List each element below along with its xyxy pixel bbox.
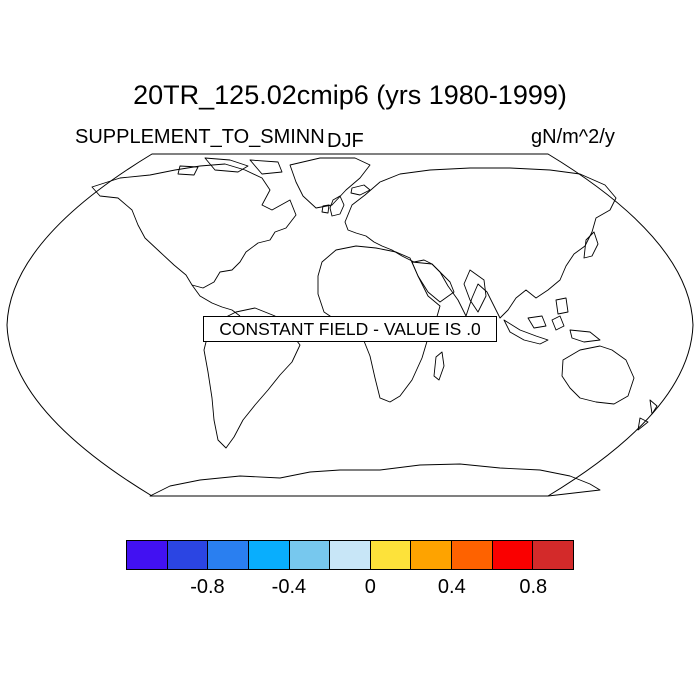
coastline-australia [561,345,635,405]
coastline-japan [583,231,599,259]
colorbar-swatch [248,541,290,569]
colorbar-tick-label: -0.8 [190,576,225,598]
colorbar-swatch [411,541,453,569]
colorbar-swatch [167,541,209,569]
units-label: gN/m^2/y [531,126,615,148]
coastline-madagascar [433,351,445,381]
season-label: DJF [327,130,364,152]
constant-field-notice: CONSTANT FIELD - VALUE IS .0 [203,316,497,342]
coastline-eurasia [344,167,617,319]
colorbar-swatch [492,541,534,569]
coastline-india [463,269,487,313]
colorbar-swatch [533,541,574,569]
colorbar [126,540,574,570]
coastline-antarctica [149,463,601,497]
coastline-uk [321,195,345,217]
colorbar-swatch [289,541,331,569]
colorbar-tick-label: 0.4 [437,576,466,598]
colorbar-tick-label: 0.8 [519,576,548,598]
coastline-new-zealand [637,399,658,431]
plot-title: 20TR_125.02cmip6 (yrs 1980-1999) [133,80,567,110]
coastline-arctic-islands [177,157,283,176]
colorbar-swatch [330,541,371,569]
coastline-iceland [350,184,371,196]
colorbar-swatch [452,541,493,569]
coastline-greenland [289,157,371,209]
variable-label: SUPPLEMENT_TO_SMINN [75,126,325,148]
coastline-north-america [91,163,297,289]
coastline-indonesia [503,297,601,345]
colorbar-swatch [208,541,249,569]
colorbar-tick-label: -0.4 [271,576,307,598]
colorbar-tick-label: 0 [364,576,376,598]
colorbar-swatch [370,541,412,569]
coastline-arabia [411,261,455,303]
coastline-central-america [191,284,241,317]
colorbar-swatch [127,541,168,569]
